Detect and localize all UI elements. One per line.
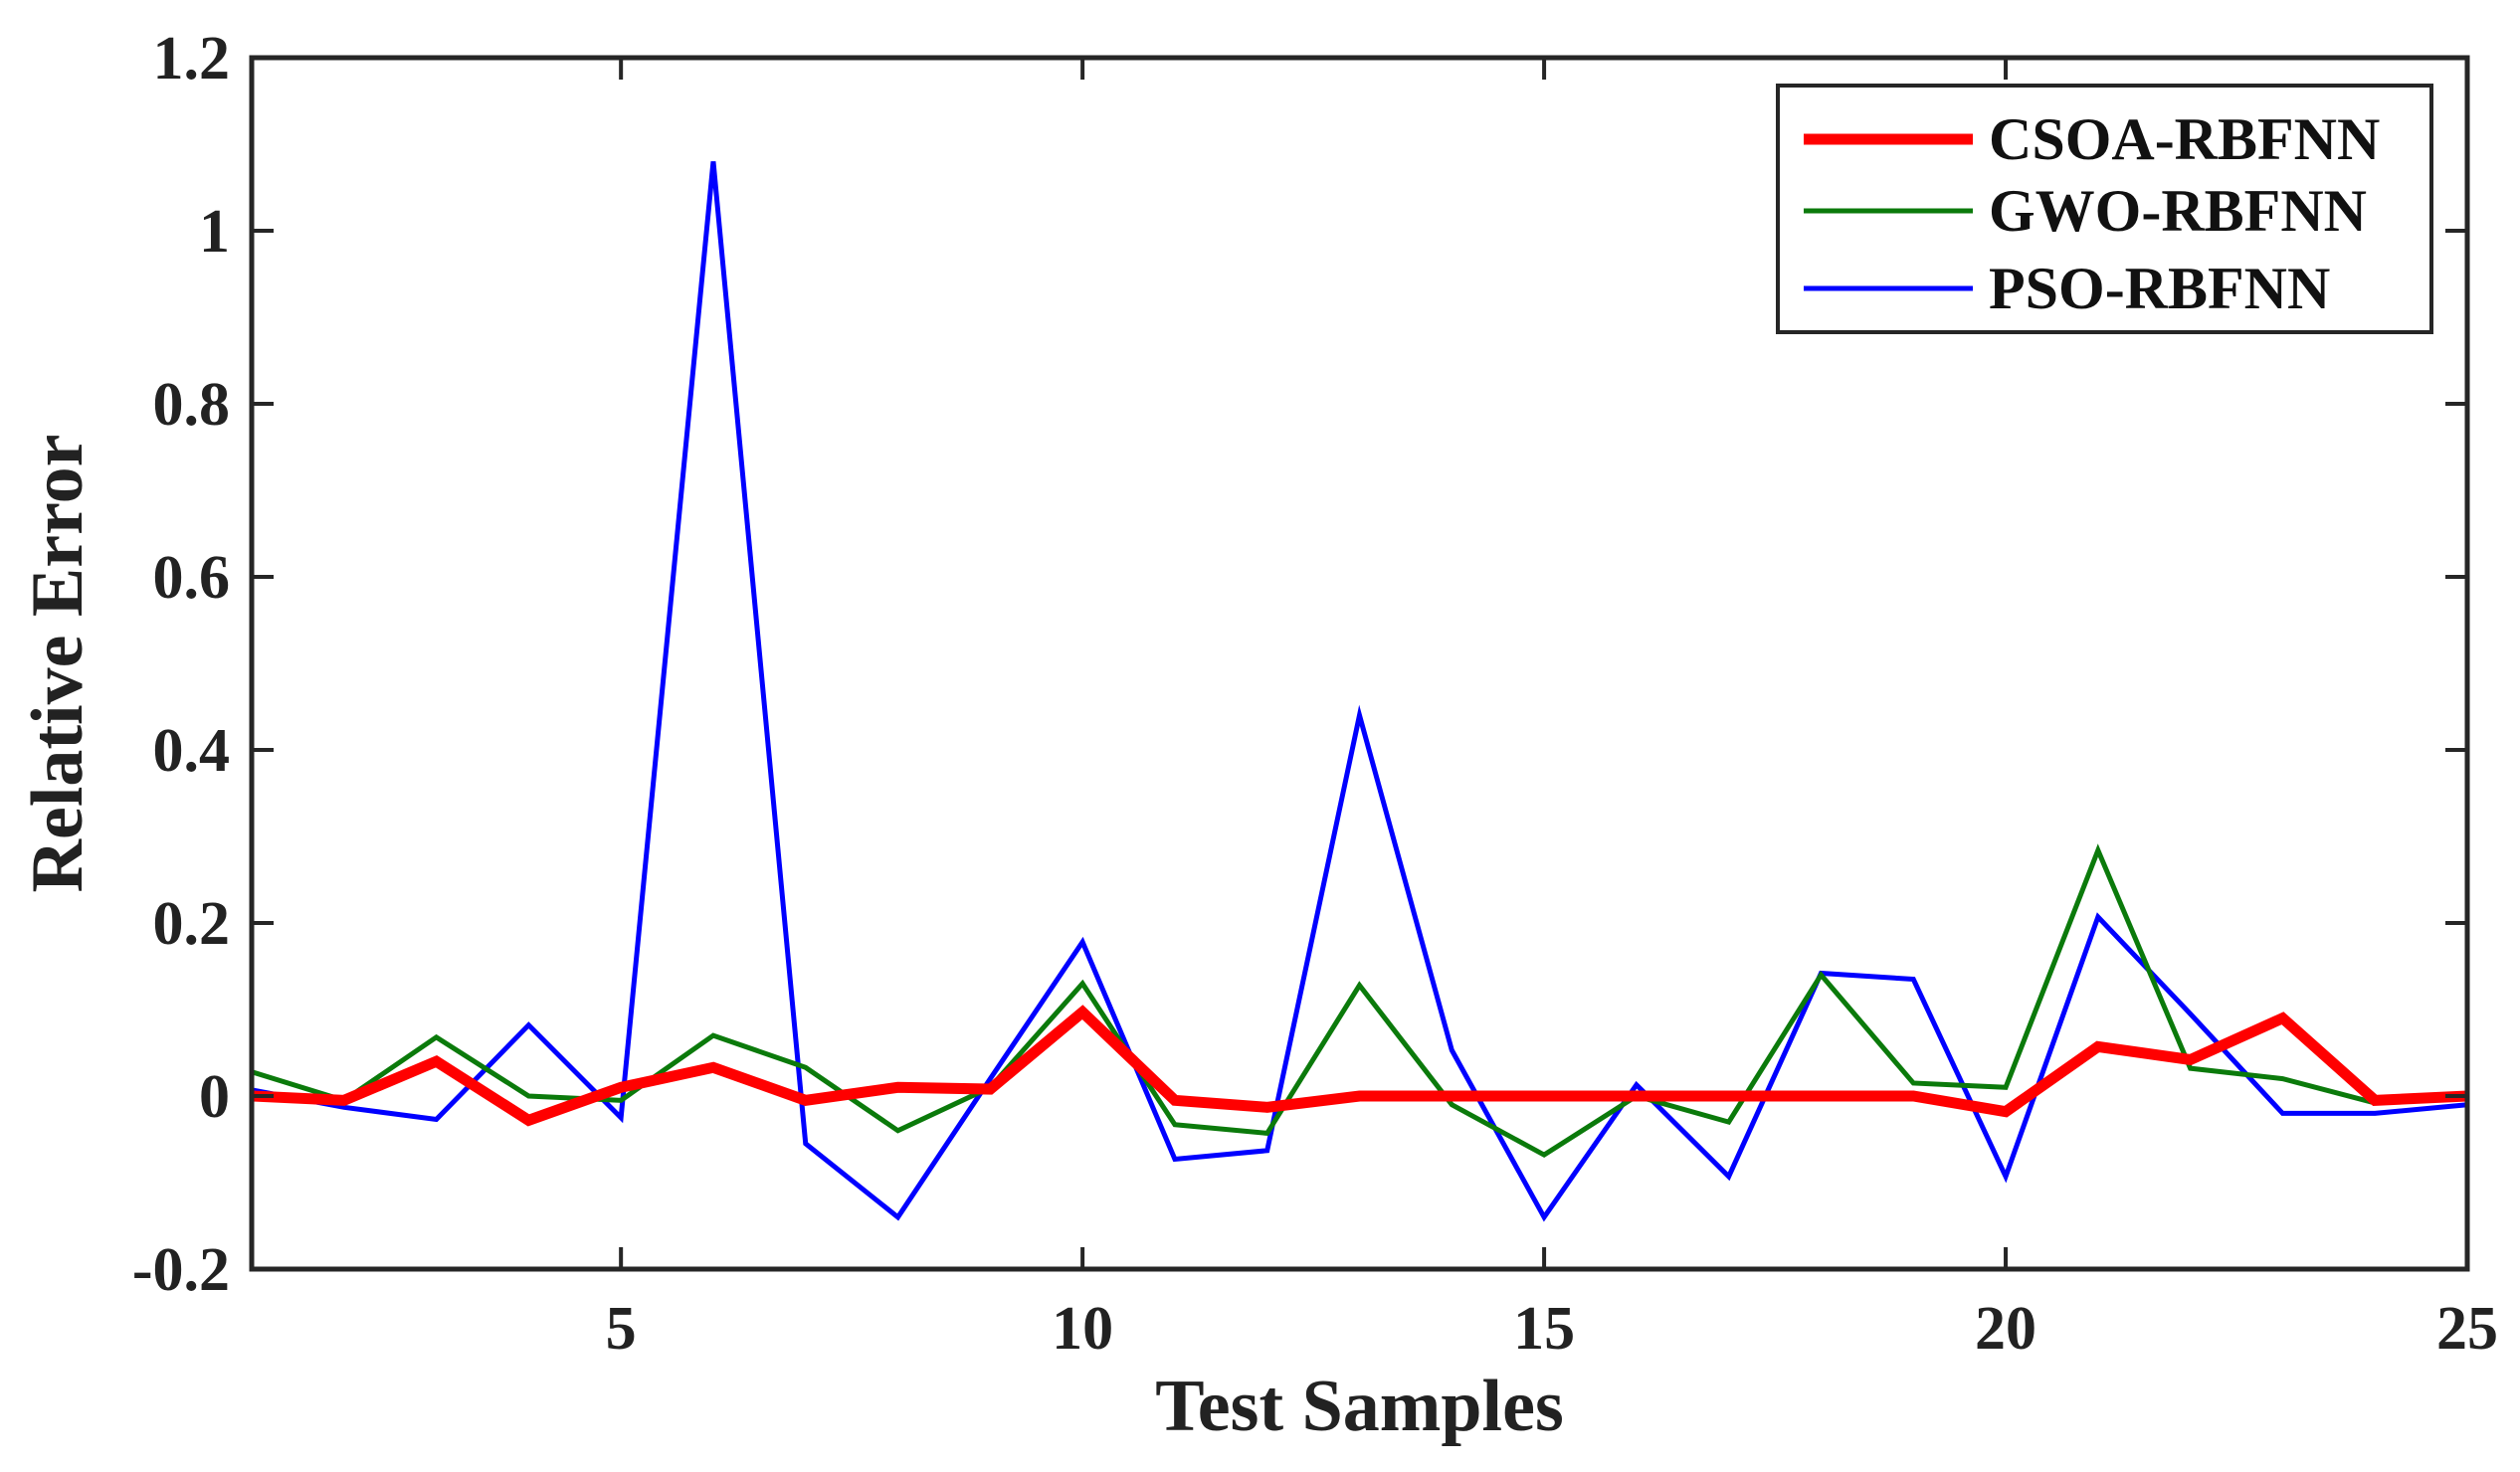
series-line-csoa-rbfnn (252, 1005, 2467, 1127)
y-tick-label: -0.2 (132, 1236, 230, 1304)
axis-ticks: 5 10 15 20 25 -0.2 0 0.2 0.4 0.6 0.8 1 1.2 (132, 25, 2498, 1363)
legend-label-pso-rbfnn: PSO-RBFNN (1989, 256, 2330, 321)
y-tick-label: 0.8 (153, 371, 231, 439)
y-axis-title: Relative Error (17, 435, 98, 893)
y-tick-label: 0.2 (153, 890, 231, 958)
y-tick-label: 0.6 (153, 544, 231, 612)
series-line-gwo-rbfnn (252, 843, 2467, 1159)
x-tick-label: 20 (1975, 1295, 2036, 1363)
series-line-pso-rbfnn (252, 161, 2467, 1222)
x-tick-label: 15 (1513, 1295, 1575, 1363)
x-tick-label: 25 (2436, 1295, 2498, 1363)
y-tick-label: 1 (199, 198, 230, 266)
x-tick-label: 10 (1052, 1295, 1113, 1363)
x-tick-label: 5 (606, 1295, 637, 1363)
plot-area-frame (249, 55, 2470, 1272)
y-tick-label: 0 (199, 1063, 230, 1131)
legend[interactable]: CSOA-RBFNN GWO-RBFNN PSO-RBFNN (1776, 84, 2433, 334)
legend-label-csoa-rbfnn: CSOA-RBFNN (1989, 106, 2380, 172)
x-axis-title: Test Samples (1155, 1366, 1564, 1447)
y-tick-label: 0.4 (153, 717, 231, 785)
series-layer (252, 161, 2467, 1222)
legend-label-gwo-rbfnn: GWO-RBFNN (1989, 178, 2367, 244)
y-tick-label: 1.2 (153, 25, 231, 92)
